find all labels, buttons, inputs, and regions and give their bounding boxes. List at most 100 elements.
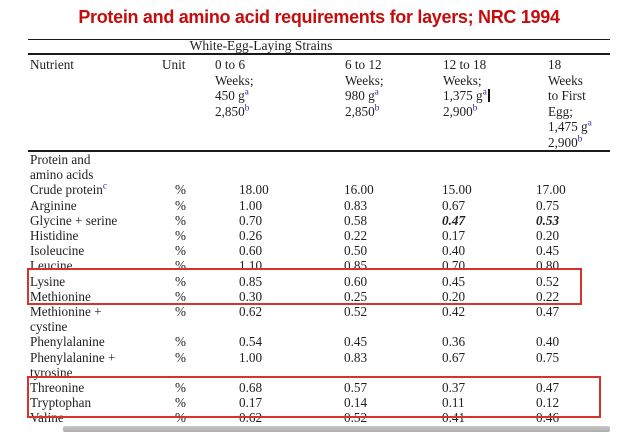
value-cell: 0.40 xyxy=(536,334,560,350)
column-header-age-group-0: 0 to 6 Weeks; 450 ga 2,850b xyxy=(215,57,345,150)
nutrient-cell: Protein and amino acids xyxy=(28,152,168,182)
nutrient-cell: Threonine xyxy=(30,380,85,396)
value-cell: 0.54 xyxy=(239,334,263,350)
superscript-a: a xyxy=(244,87,249,98)
unit-cell xyxy=(168,152,233,182)
header-line: Weeks xyxy=(548,72,583,88)
nutrient-cell: Methionine xyxy=(30,288,91,304)
value-cell: 0.25 xyxy=(344,288,368,304)
header-energy-line: 2,900b xyxy=(548,134,583,150)
page-title: Protein and amino acid requirements for … xyxy=(78,7,560,27)
header-line: Weeks; xyxy=(345,72,384,88)
value-cell: 17.00 xyxy=(536,182,566,198)
header-line: 12 to 18 xyxy=(443,57,487,72)
value-cell: 0.37 xyxy=(442,380,466,396)
table-row: Glycine + serine% 0.70 0.58 0.47 0.53 xyxy=(28,213,610,228)
superscript-a: a xyxy=(482,87,487,98)
table-body: Protein and amino acids Crude proteinc% 18.… xyxy=(28,152,610,426)
text-cursor-icon xyxy=(487,89,490,102)
value-cell: 1.00 xyxy=(239,197,263,213)
column-header-age-group-1: 6 to 12 Weeks; 980 ga 2,850b xyxy=(345,57,443,150)
table-row: Phenylalanine% 0.54 0.45 0.36 0.40 xyxy=(28,334,610,349)
table-row: Threonine% 0.68 0.57 0.37 0.47 xyxy=(28,380,610,395)
value-cell: 0.45 xyxy=(442,273,466,289)
value-cell: 0.17 xyxy=(239,395,263,411)
column-header-unit: Unit xyxy=(162,57,186,72)
header-line: to First xyxy=(548,88,586,103)
superscript-a: a xyxy=(587,118,592,129)
table-row: Arginine% 1.00 0.83 0.67 0.75 xyxy=(28,198,610,213)
value-cell: 0.67 xyxy=(442,197,466,213)
header-weight-line: 450 ga xyxy=(215,87,249,103)
value-cell: 0.14 xyxy=(344,395,368,411)
header-weight-line: 980 ga xyxy=(345,87,379,103)
value-cell: 0.17 xyxy=(442,228,466,244)
nutrient-cell: Arginine xyxy=(30,197,77,213)
superscript-b: b xyxy=(374,103,380,114)
unit-cell: % xyxy=(175,334,186,350)
header-energy-line: 2,850b xyxy=(215,103,250,119)
header-line: Weeks; xyxy=(443,72,482,88)
header-weight-line: 1,475 ga xyxy=(548,118,592,134)
nutrient-cell: Crude proteinc xyxy=(30,182,108,198)
value-cell: 0.58 xyxy=(344,212,368,228)
value-cell: 0.57 xyxy=(344,380,368,396)
value-cell: 0.40 xyxy=(442,243,466,259)
nutrient-cell-line2: amino acids xyxy=(30,167,94,183)
column-header-nutrient: Nutrient xyxy=(30,57,74,72)
superscript-b: b xyxy=(577,134,583,145)
table-row: Methionine% 0.30 0.25 0.20 0.22 xyxy=(28,289,610,304)
unit-cell: % xyxy=(175,212,186,228)
highlight-box-lysine-methionine xyxy=(27,268,582,305)
value-cell: 0.60 xyxy=(239,243,263,259)
value-cell: 0.11 xyxy=(442,395,465,411)
header-energy-line: 2,850b xyxy=(345,103,380,119)
unit-cell: % xyxy=(175,304,186,320)
value-cell: 0.45 xyxy=(344,334,368,350)
superscript-c: c xyxy=(102,182,108,193)
bottom-shadow-bar xyxy=(63,426,610,432)
table-row: Histidine% 0.26 0.22 0.17 0.20 xyxy=(28,228,610,243)
value-cell: 0.36 xyxy=(442,334,466,350)
nutrient-cell: Phenylalanine xyxy=(30,334,105,350)
table-row: Crude proteinc% 18.00 16.00 15.00 17.00 xyxy=(28,182,610,197)
column-header-age-group-2: 12 to 18 Weeks; 1,375 ga 2,900b xyxy=(443,57,548,150)
table-header-row: Nutrient Unit 0 to 6 Weeks; 450 ga 2,850b 6 … xyxy=(28,57,610,150)
value-cell: 0.85 xyxy=(239,273,263,289)
value-cell: 0.68 xyxy=(239,380,263,396)
value-cell: 0.45 xyxy=(536,243,560,259)
value-cell: 0.22 xyxy=(344,228,368,244)
unit-cell: % xyxy=(175,182,186,198)
spanner-bottom-rule xyxy=(28,53,610,55)
superscript-b: b xyxy=(244,103,250,114)
unit-cell: % xyxy=(175,395,186,411)
value-cell: 0.75 xyxy=(536,349,560,365)
value-cell: 0.75 xyxy=(536,197,560,213)
value-cell: 0.60 xyxy=(344,273,368,289)
header-weight-line: 1,375 ga xyxy=(443,88,548,104)
header-line: 0 to 6 xyxy=(215,57,246,72)
header-energy-line: 2,900b xyxy=(443,103,478,119)
value-cell: 0.67 xyxy=(442,349,466,365)
spanner-heading: White-Egg-Laying Strains xyxy=(189,38,333,53)
table-row: Isoleucine% 0.60 0.50 0.40 0.45 xyxy=(28,243,610,258)
nutrient-cell: Methionine + cystine xyxy=(28,304,168,334)
table-row: Lysine% 0.85 0.60 0.45 0.52 xyxy=(28,274,610,289)
value-cell: 0.42 xyxy=(442,304,466,320)
value-cell: 0.52 xyxy=(536,273,560,289)
value-cell: 15.00 xyxy=(442,182,472,198)
value-cell: 0.30 xyxy=(239,288,263,304)
table-row: Tryptophan% 0.17 0.14 0.11 0.12 xyxy=(28,395,610,410)
superscript-a: a xyxy=(374,87,379,98)
value-cell: 0.26 xyxy=(239,228,263,244)
nutrient-cell: Lysine xyxy=(30,273,66,289)
value-cell: 0.20 xyxy=(536,228,560,244)
header-line: 18 xyxy=(548,57,562,72)
value-cell: 0.47 xyxy=(536,380,560,396)
value-cell: 1.00 xyxy=(239,349,263,365)
nutrient-cell: Histidine xyxy=(30,228,79,244)
unit-cell: % xyxy=(175,380,186,396)
unit-cell: % xyxy=(175,197,186,213)
highlight-box-threonine-tryptophan xyxy=(27,376,601,418)
unit-cell: % xyxy=(175,288,186,304)
